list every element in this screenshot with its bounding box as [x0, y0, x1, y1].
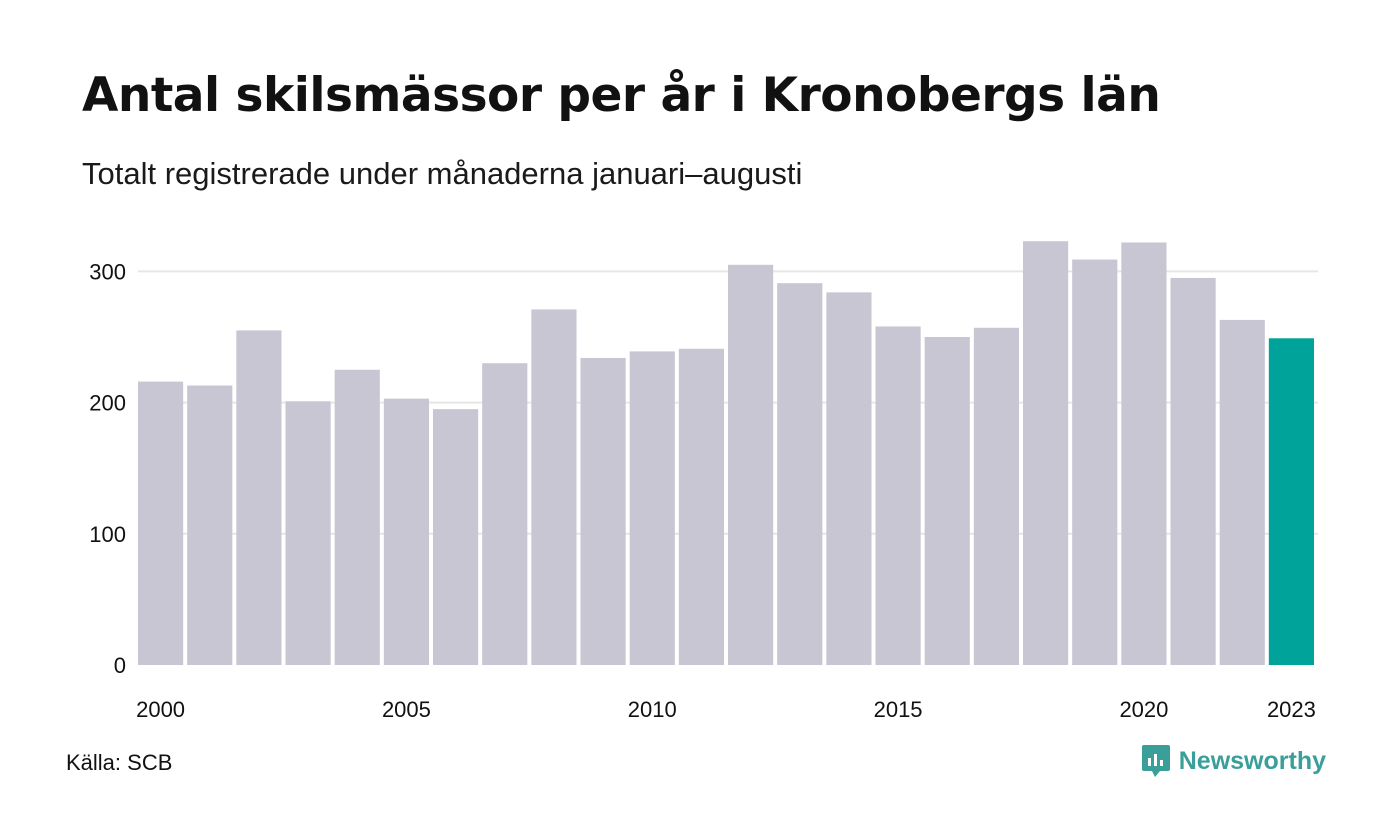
bar-2000	[138, 381, 184, 665]
x-tick-label: 2015	[874, 697, 923, 722]
x-axis: 2000 2005 2010 2015 2020 2023	[136, 697, 1316, 722]
newsworthy-logo-icon	[1141, 745, 1170, 777]
bar-2006	[433, 409, 479, 665]
y-tick-label: 200	[89, 391, 126, 416]
brand: Newsworthy	[1141, 744, 1326, 778]
bar-2005	[383, 398, 429, 665]
bar-2022	[1219, 319, 1265, 665]
x-tick-label: 2000	[136, 697, 185, 722]
bar-2001	[187, 385, 233, 665]
x-tick-label: 2005	[382, 697, 431, 722]
y-axis: 0 100 200 300	[89, 259, 126, 678]
bar-2021	[1170, 277, 1216, 665]
bar-2008	[531, 309, 577, 665]
bar-2004	[334, 369, 380, 665]
bar-2012	[728, 264, 774, 665]
bar-2020	[1121, 242, 1167, 666]
source-note: Källa: SCB	[66, 750, 173, 775]
bar-2014	[826, 292, 872, 665]
bar-2023	[1268, 338, 1314, 665]
x-tick-label: 2020	[1119, 697, 1168, 722]
bar-2019	[1072, 259, 1118, 665]
bar-2015	[875, 326, 921, 665]
bar-2007	[482, 363, 528, 665]
bars	[138, 241, 1314, 666]
x-tick-label: 2010	[628, 697, 677, 722]
brand-name: Newsworthy	[1178, 746, 1326, 775]
bar-2002	[236, 330, 282, 665]
y-tick-label: 0	[114, 653, 126, 678]
x-tick-label: 2023	[1267, 697, 1316, 722]
chart-title: Antal skilsmässor per år i Kronobergs lä…	[82, 68, 1161, 123]
bar-2009	[580, 357, 626, 665]
chart-subtitle: Totalt registrerade under månaderna janu…	[82, 156, 803, 191]
y-tick-label: 300	[89, 259, 126, 284]
bar-2010	[629, 351, 675, 665]
bar-2017	[973, 327, 1019, 665]
y-tick-label: 100	[89, 522, 126, 547]
bar-2013	[777, 283, 823, 665]
bar-2011	[678, 348, 724, 665]
bar-2018	[1023, 241, 1069, 665]
bar-2003	[285, 401, 331, 665]
bar-2016	[924, 336, 970, 665]
